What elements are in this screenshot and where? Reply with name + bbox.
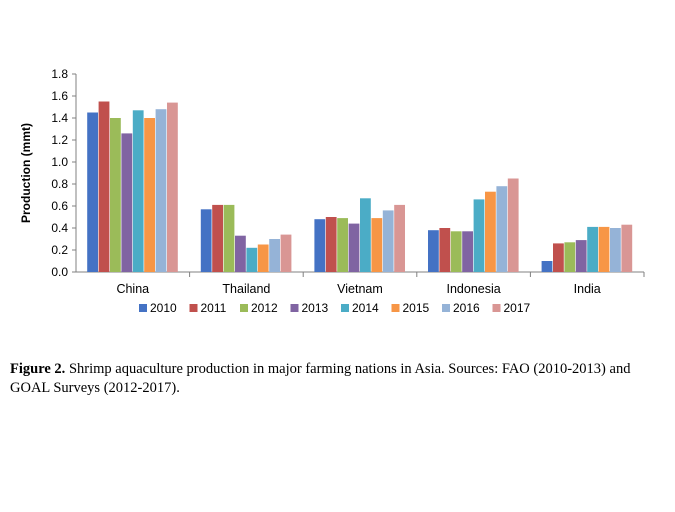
y-tick-label: 1.8 — [51, 67, 68, 81]
bar-china-2016 — [155, 109, 167, 272]
bar-thailand-2010 — [200, 209, 212, 272]
y-axis-title: Production (mmt) — [19, 123, 33, 223]
chart-axes: 0.0 0.2 0.4 0.6 0.8 1.0 1.2 1.4 1.6 1.8 Production… — [19, 67, 645, 296]
bar-india-2016 — [610, 228, 621, 272]
legend-label-2012: 2012 — [251, 301, 278, 315]
bar-indonesia-2017 — [507, 178, 519, 272]
bar-thailand-2014 — [246, 247, 258, 272]
x-tick-label: India — [574, 282, 601, 296]
bar-china-2012 — [110, 118, 121, 272]
bar-thailand-2011 — [212, 204, 223, 272]
figure-caption: Figure 2. Shrimp aquaculture production … — [10, 360, 665, 398]
bar-thailand-2017 — [280, 234, 292, 272]
legend-label-2011: 2011 — [201, 301, 227, 315]
y-tick-label: 0.4 — [51, 221, 68, 235]
x-tick-label: China — [116, 282, 149, 296]
bar-vietnam-2010 — [314, 219, 326, 272]
bar-china-2010 — [87, 112, 98, 272]
caption-text: Shrimp aquaculture production in major f… — [10, 361, 631, 396]
bar-china-2013 — [121, 133, 133, 272]
bar-india-2010 — [541, 261, 553, 272]
chart-bars — [87, 101, 633, 272]
bar-vietnam-2013 — [348, 223, 360, 272]
bar-vietnam-2012 — [337, 218, 348, 272]
legend-label-2016: 2016 — [453, 301, 480, 315]
y-tick-label: 1.6 — [51, 89, 68, 103]
legend-swatch-2017 — [492, 304, 501, 312]
y-tick-label: 1.0 — [51, 155, 68, 169]
legend-label-2017: 2017 — [504, 301, 531, 315]
bar-vietnam-2015 — [371, 218, 383, 272]
legend-swatch-2014 — [341, 304, 349, 312]
bar-china-2011 — [98, 101, 110, 272]
bar-indonesia-2010 — [428, 230, 439, 272]
legend-label-2014: 2014 — [352, 301, 379, 315]
bar-china-2014 — [132, 110, 144, 272]
bar-chart: 0.0 0.2 0.4 0.6 0.8 1.0 1.2 1.4 1.6 1.8 Production… — [19, 67, 645, 315]
bar-vietnam-2017 — [394, 204, 405, 272]
bar-indonesia-2012 — [450, 231, 462, 272]
y-tick-label: 0.6 — [51, 199, 68, 213]
bar-thailand-2013 — [235, 235, 246, 272]
bar-vietnam-2016 — [382, 210, 394, 272]
bar-indonesia-2011 — [439, 228, 451, 272]
x-tick-label: Thailand — [222, 282, 270, 296]
bar-thailand-2012 — [223, 204, 235, 272]
bar-indonesia-2013 — [462, 231, 473, 272]
bar-india-2012 — [564, 242, 576, 272]
bar-china-2017 — [167, 102, 178, 272]
bar-vietnam-2014 — [360, 198, 371, 272]
legend-swatch-2012 — [240, 304, 248, 312]
y-tick-label: 1.4 — [51, 111, 68, 125]
legend-swatch-2015 — [391, 304, 400, 312]
legend-swatch-2010 — [139, 304, 147, 312]
chart-legend: 2010 2011 2012 2013 2014 2015 2016 2017 — [139, 301, 531, 315]
bar-indonesia-2014 — [473, 199, 485, 272]
y-tick-label: 0.8 — [51, 177, 68, 191]
y-tick-label: 0.0 — [51, 265, 68, 279]
bar-india-2015 — [598, 226, 610, 272]
legend-swatch-2016 — [442, 304, 450, 312]
bar-india-2017 — [621, 224, 633, 272]
bar-india-2014 — [587, 226, 598, 272]
legend-swatch-2013 — [290, 304, 299, 312]
x-tick-label: Indonesia — [446, 282, 500, 296]
y-tick-label: 0.2 — [51, 243, 68, 257]
legend-label-2010: 2010 — [150, 301, 177, 315]
y-tick-label: 1.2 — [51, 133, 68, 147]
bar-india-2013 — [575, 240, 587, 272]
bar-thailand-2015 — [257, 244, 269, 272]
legend-label-2013: 2013 — [302, 301, 329, 315]
bar-indonesia-2015 — [485, 191, 496, 272]
bar-india-2011 — [553, 243, 564, 272]
bar-china-2015 — [144, 118, 155, 272]
legend-swatch-2011 — [189, 304, 198, 312]
x-tick-label: Vietnam — [337, 282, 383, 296]
bar-indonesia-2016 — [496, 186, 508, 272]
bar-thailand-2016 — [269, 239, 280, 272]
bar-vietnam-2011 — [325, 217, 337, 272]
legend-label-2015: 2015 — [403, 301, 430, 315]
figure-label: Figure 2. — [10, 361, 66, 377]
